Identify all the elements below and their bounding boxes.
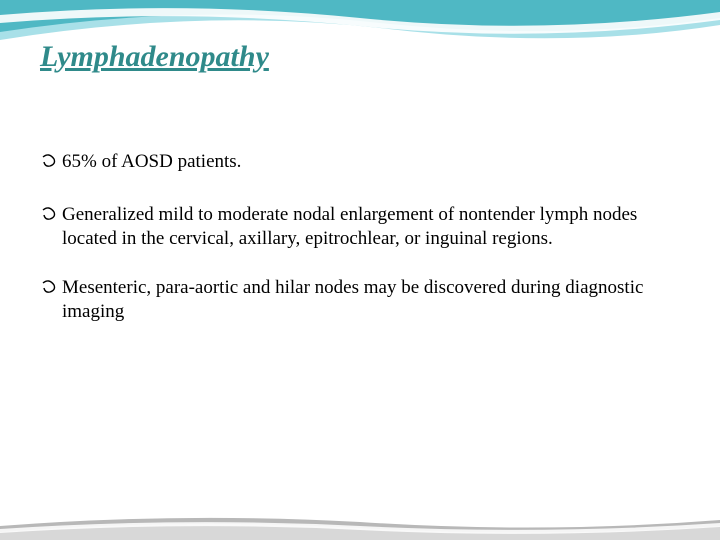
bullet-text: 65% of AOSD patients.	[62, 150, 670, 174]
content-area: 65% of AOSD patients. Generalized mild t…	[40, 150, 670, 350]
swirl-bullet-icon	[40, 278, 58, 303]
bullet-item: Generalized mild to moderate nodal enlar…	[40, 203, 670, 251]
swirl-bullet-icon	[40, 205, 58, 230]
slide: Lymphadenopathy 65% of AOSD patients. Ge…	[0, 0, 720, 540]
bullet-item: Mesenteric, para-aortic and hilar nodes …	[40, 276, 670, 324]
swirl-bullet-icon	[40, 152, 58, 177]
bullet-item: 65% of AOSD patients.	[40, 150, 670, 177]
slide-title: Lymphadenopathy	[40, 40, 269, 74]
bottom-decorative-banner	[0, 512, 720, 540]
bullet-text: Generalized mild to moderate nodal enlar…	[62, 203, 670, 251]
bullet-text: Mesenteric, para-aortic and hilar nodes …	[62, 276, 670, 324]
